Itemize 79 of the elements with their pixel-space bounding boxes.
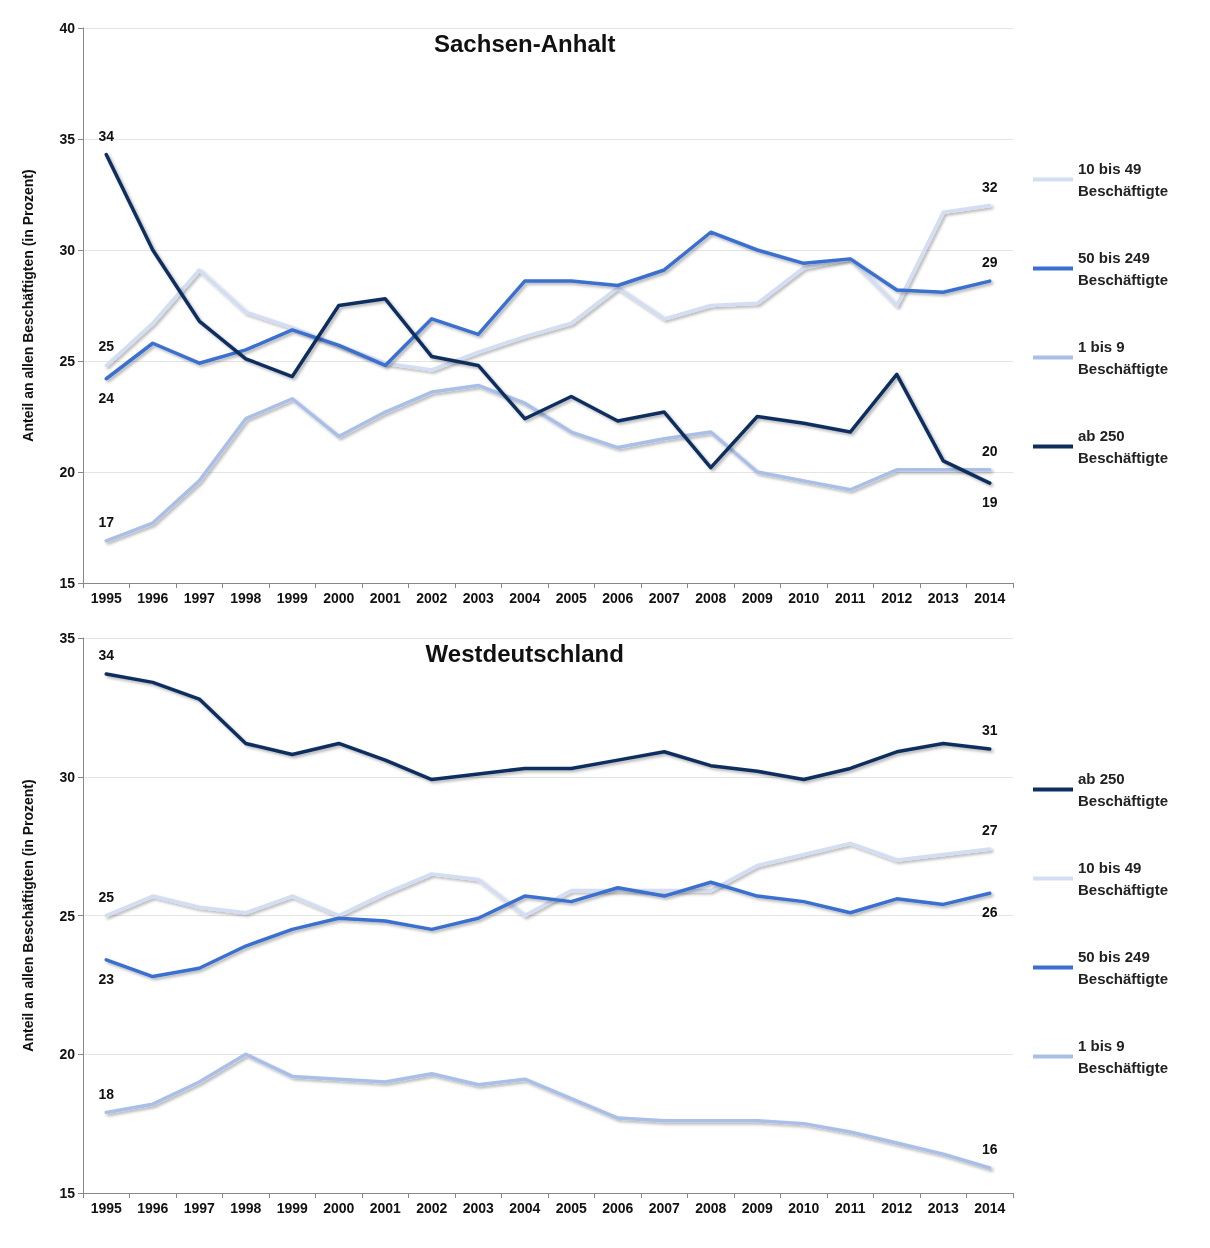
legend-label: 10 bis 49 Beschäftigte xyxy=(1078,859,1169,898)
x-tick-label: 2007 xyxy=(648,1200,681,1216)
legend-label: 50 bis 249 Beschäftigte xyxy=(1078,948,1169,987)
legend-label: 1 bis 9 Beschäftigte xyxy=(1078,1037,1169,1076)
y-tick-label: 30 xyxy=(59,242,76,258)
chart-title: Sachsen-Anhalt xyxy=(434,29,616,57)
data-label: 17 xyxy=(98,513,115,530)
x-tick-label: 2008 xyxy=(695,590,727,606)
x-tick-label: 2001 xyxy=(369,1200,402,1216)
x-tick-label: 2009 xyxy=(741,590,774,606)
y-tick-label: 15 xyxy=(59,1185,76,1201)
legend-label: 1 bis 9 Beschäftigte xyxy=(1078,338,1169,377)
y-tick-label: 25 xyxy=(59,907,76,924)
y-tick-label: 35 xyxy=(59,131,76,147)
x-tick-label: 2000 xyxy=(323,1200,355,1216)
x-tick-label: 1995 xyxy=(90,590,123,606)
x-tick-label: 2011 xyxy=(835,590,866,606)
y-tick-label: 20 xyxy=(59,464,76,480)
data-label: 32 xyxy=(981,178,998,195)
data-label: 34 xyxy=(98,647,115,664)
data-label: 31 xyxy=(981,722,998,738)
x-tick-label: 1997 xyxy=(183,590,216,606)
data-label: 20 xyxy=(981,442,998,459)
x-tick-label: 2006 xyxy=(602,590,634,606)
y-tick-label: 35 xyxy=(59,630,76,646)
x-tick-label: 1998 xyxy=(230,590,262,606)
x-tick-label: 2002 xyxy=(416,1200,448,1216)
x-tick-label: 1995 xyxy=(90,1200,123,1216)
x-tick-label: 1998 xyxy=(230,1200,262,1216)
x-tick-label: 2006 xyxy=(602,1200,634,1216)
y-axis-title: Anteil an allen Beschäftigten (in Prozent) xyxy=(20,169,36,442)
x-tick-label: 1997 xyxy=(183,1200,216,1216)
x-tick-label: 2011 xyxy=(835,1200,866,1216)
x-tick-label: 2014 xyxy=(974,590,1006,606)
legend-label: ab 250 Beschäftigte xyxy=(1078,427,1169,466)
data-label: 25 xyxy=(98,338,115,355)
chart-title: Westdeutschland xyxy=(425,639,624,667)
y-tick-label: 20 xyxy=(59,1046,76,1063)
x-tick-label: 2007 xyxy=(648,590,681,606)
x-tick-label: 2003 xyxy=(462,1200,495,1216)
x-tick-label: 2004 xyxy=(509,590,541,606)
x-tick-label: 2013 xyxy=(927,590,960,606)
data-label: 16 xyxy=(981,1141,998,1158)
data-label: 27 xyxy=(981,821,998,838)
x-tick-label: 2014 xyxy=(974,1200,1006,1216)
legend-label: 50 bis 249 Beschäftigte xyxy=(1078,249,1169,288)
data-label: 23 xyxy=(98,970,115,987)
x-tick-label: 2012 xyxy=(881,1200,913,1216)
x-tick-label: 2012 xyxy=(881,590,913,606)
data-label: 34 xyxy=(98,127,115,144)
x-tick-label: 2010 xyxy=(788,1200,820,1216)
x-tick-label: 2005 xyxy=(555,590,588,606)
x-tick-label: 1996 xyxy=(137,1200,169,1216)
x-tick-label: 1999 xyxy=(276,1200,309,1216)
x-tick-label: 1996 xyxy=(137,590,169,606)
x-tick-label: 2004 xyxy=(509,1200,541,1216)
y-tick-label: 40 xyxy=(59,20,76,36)
legend-label: 10 bis 49 Beschäftigte xyxy=(1078,160,1169,199)
x-tick-label: 2009 xyxy=(741,1200,774,1216)
data-label: 29 xyxy=(981,254,998,271)
x-tick-label: 2003 xyxy=(462,590,495,606)
data-label: 18 xyxy=(98,1085,115,1102)
y-tick-label: 30 xyxy=(59,768,76,785)
x-tick-label: 2000 xyxy=(323,590,355,606)
x-tick-label: 2010 xyxy=(788,590,820,606)
y-axis-title: Anteil an allen Beschäftigten (in Prozent) xyxy=(20,779,36,1052)
x-tick-label: 2001 xyxy=(369,590,402,606)
y-tick-label: 25 xyxy=(59,353,76,369)
x-tick-label: 1999 xyxy=(276,590,309,606)
data-label: 25 xyxy=(98,888,115,905)
data-label: 19 xyxy=(981,494,998,511)
x-tick-label: 2013 xyxy=(927,1200,960,1216)
y-tick-label: 15 xyxy=(59,575,76,591)
x-tick-label: 2008 xyxy=(695,1200,727,1216)
x-tick-label: 2002 xyxy=(416,590,448,606)
data-label: 26 xyxy=(981,904,998,921)
legend-label: ab 250 Beschäftigte xyxy=(1078,770,1169,809)
x-tick-label: 2005 xyxy=(555,1200,588,1216)
data-label: 24 xyxy=(98,389,115,406)
